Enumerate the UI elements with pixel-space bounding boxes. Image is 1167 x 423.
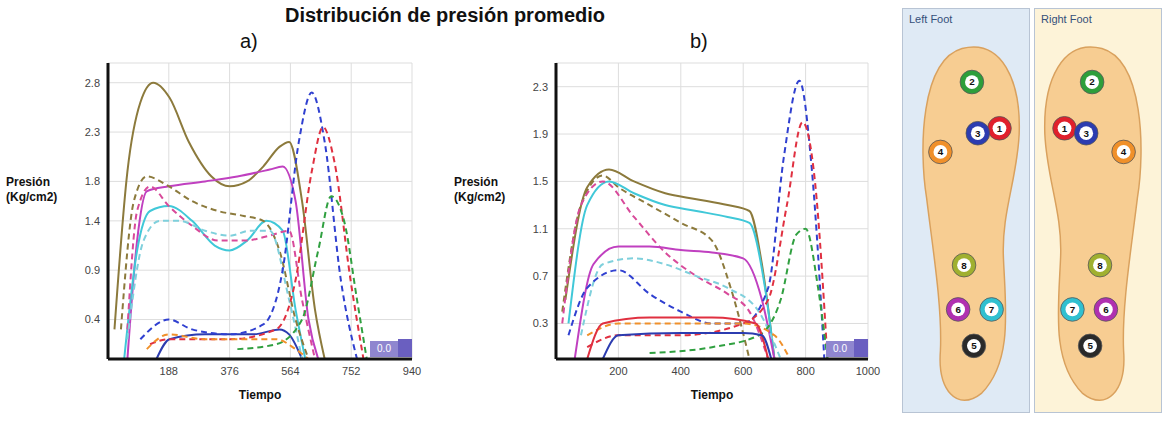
svg-text:4: 4	[1121, 146, 1127, 157]
svg-text:200: 200	[609, 365, 627, 377]
svg-text:6: 6	[1103, 304, 1109, 315]
svg-text:2: 2	[969, 76, 975, 87]
svg-text:564: 564	[281, 365, 299, 377]
svg-text:2.3: 2.3	[533, 81, 548, 93]
svg-text:1.9: 1.9	[533, 128, 548, 140]
svg-text:188: 188	[160, 365, 178, 377]
svg-text:8: 8	[1097, 260, 1103, 271]
html-text:Distribución de presión promed: Distribución de presión promedio	[285, 4, 605, 26]
svg-text:7: 7	[1070, 304, 1076, 315]
html-text:Presión (Kg/cm2): Presión (Kg/cm2)	[6, 175, 58, 204]
svg-text:1.8: 1.8	[85, 175, 100, 187]
svg-text:3: 3	[1083, 128, 1089, 139]
svg-text:1.1: 1.1	[533, 223, 548, 235]
svg-text:2: 2	[1089, 76, 1095, 87]
svg-text:800: 800	[796, 365, 814, 377]
svg-text:2.8: 2.8	[85, 77, 100, 89]
svg-text:1.4: 1.4	[85, 215, 100, 227]
svg-text:8: 8	[961, 260, 967, 271]
svg-text:0.9: 0.9	[85, 264, 100, 276]
svg-text:1: 1	[997, 123, 1003, 134]
html-text:Right Foot: Right Foot	[1041, 13, 1092, 25]
svg-text:4: 4	[938, 146, 944, 157]
svg-text:940: 940	[403, 365, 421, 377]
svg-text:7: 7	[989, 304, 995, 315]
html-text:0.0: 0.0	[833, 343, 847, 354]
html-text:b): b)	[690, 30, 708, 52]
svg-text:Tiempo: Tiempo	[691, 388, 733, 402]
svg-text:6: 6	[955, 304, 961, 315]
svg-text:2.3: 2.3	[85, 126, 100, 138]
svg-text:5: 5	[1087, 340, 1093, 351]
svg-text:0.7: 0.7	[533, 270, 548, 282]
svg-text:3: 3	[975, 128, 981, 139]
svg-text:5: 5	[971, 340, 977, 351]
svg-text:0.4: 0.4	[85, 313, 100, 325]
svg-text:1.5: 1.5	[533, 175, 548, 187]
svg-text:600: 600	[734, 365, 752, 377]
html-text:a): a)	[240, 30, 258, 52]
svg-text:0.3: 0.3	[533, 317, 548, 329]
svg-text:400: 400	[672, 365, 690, 377]
svg-text:752: 752	[342, 365, 360, 377]
svg-text:Tiempo: Tiempo	[239, 388, 281, 402]
html-text:0.0: 0.0	[377, 343, 391, 354]
svg-text:1: 1	[1062, 123, 1068, 134]
svg-text:1000: 1000	[856, 365, 880, 377]
html-text:Left Foot: Left Foot	[909, 13, 953, 25]
html-text:Presión (Kg/cm2): Presión (Kg/cm2)	[454, 175, 506, 204]
svg-text:376: 376	[220, 365, 238, 377]
